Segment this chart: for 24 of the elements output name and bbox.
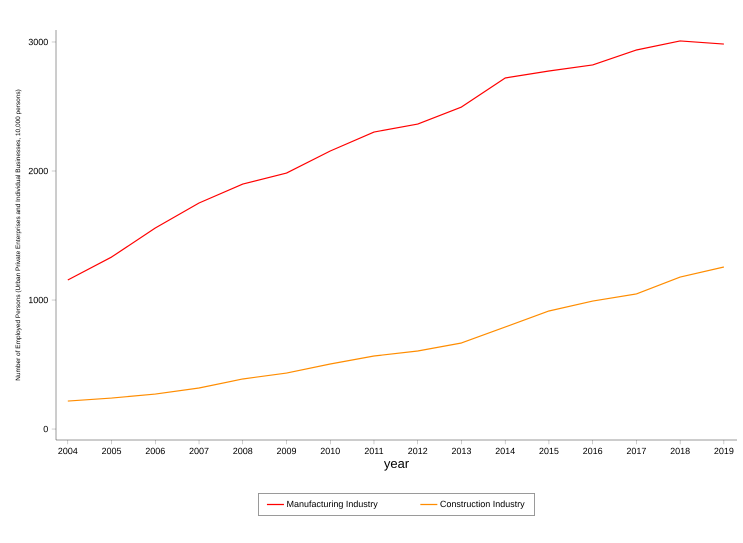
x-tick-label: 2015 [539,448,559,454]
y-tick-label: 2000 [28,168,48,174]
x-tick-label: 2011 [364,448,384,454]
x-tick-label: 2006 [146,448,165,454]
x-tick-label: 2009 [276,448,296,454]
legend-label: Manufacturing Industry [287,500,378,509]
legend-label: Construction Industry [440,500,525,509]
x-axis-title: year [384,460,409,471]
x-tick-label: 2012 [408,448,428,454]
x-tick-label: 2016 [583,448,602,454]
x-tick-label: 2017 [626,448,646,454]
y-tick-label: 1000 [28,296,48,304]
line-series [67,40,724,281]
x-tick-label: 2013 [452,448,472,454]
y-tick-label: 3000 [28,38,48,46]
x-tick-label: 2014 [496,448,515,454]
x-tick-label: 2005 [102,448,122,454]
x-tick-label: 2018 [670,448,690,454]
x-tick-label: 2008 [233,448,252,454]
x-tick-label: 2010 [320,448,340,454]
x-tick-label: 2007 [190,448,209,454]
y-tick-label: 0 [44,426,48,432]
x-tick-label: 2004 [58,448,78,454]
x-tick-label: 2019 [714,448,734,454]
